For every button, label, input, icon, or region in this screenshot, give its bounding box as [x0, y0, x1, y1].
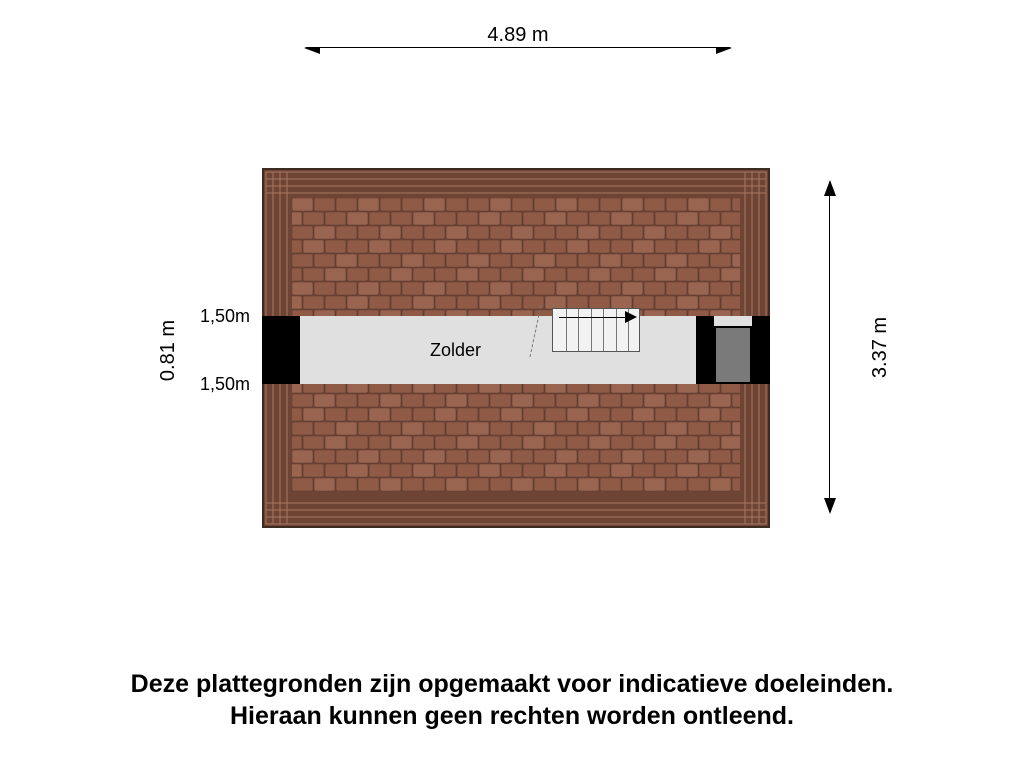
arrow-up-icon	[822, 180, 838, 196]
room-label: Zolder	[430, 340, 481, 361]
floor-zolder	[262, 316, 770, 384]
window-opening	[714, 326, 752, 384]
dimension-top: 4.89 m	[306, 38, 730, 58]
wall-window-left	[696, 316, 714, 384]
arrow-right-icon	[625, 311, 637, 323]
dimension-left: 0.81 m	[156, 316, 176, 384]
dimension-top-label: 4.89 m	[475, 24, 560, 46]
dimension-right: 3.37 m	[820, 182, 840, 512]
arrow-down-icon	[822, 498, 838, 514]
disclaimer-line-1: Deze plattegronden zijn opgemaakt voor i…	[0, 668, 1024, 700]
staircase	[552, 308, 640, 352]
height-label-bottom: 1,50m	[200, 374, 250, 395]
wall-window-right	[752, 316, 770, 384]
floorplan-canvas: 4.89 m 3.37 m 0.81 m 1,50m 1,50m Zolder …	[0, 0, 1024, 768]
disclaimer-line-2: Hieraan kunnen geen rechten worden ontle…	[0, 700, 1024, 732]
wall-left	[262, 316, 300, 384]
dimension-left-label: 0.81 m	[157, 309, 180, 390]
dimension-right-label: 3.37 m	[869, 306, 892, 387]
disclaimer: Deze plattegronden zijn opgemaakt voor i…	[0, 668, 1024, 732]
height-label-top: 1,50m	[200, 306, 250, 327]
